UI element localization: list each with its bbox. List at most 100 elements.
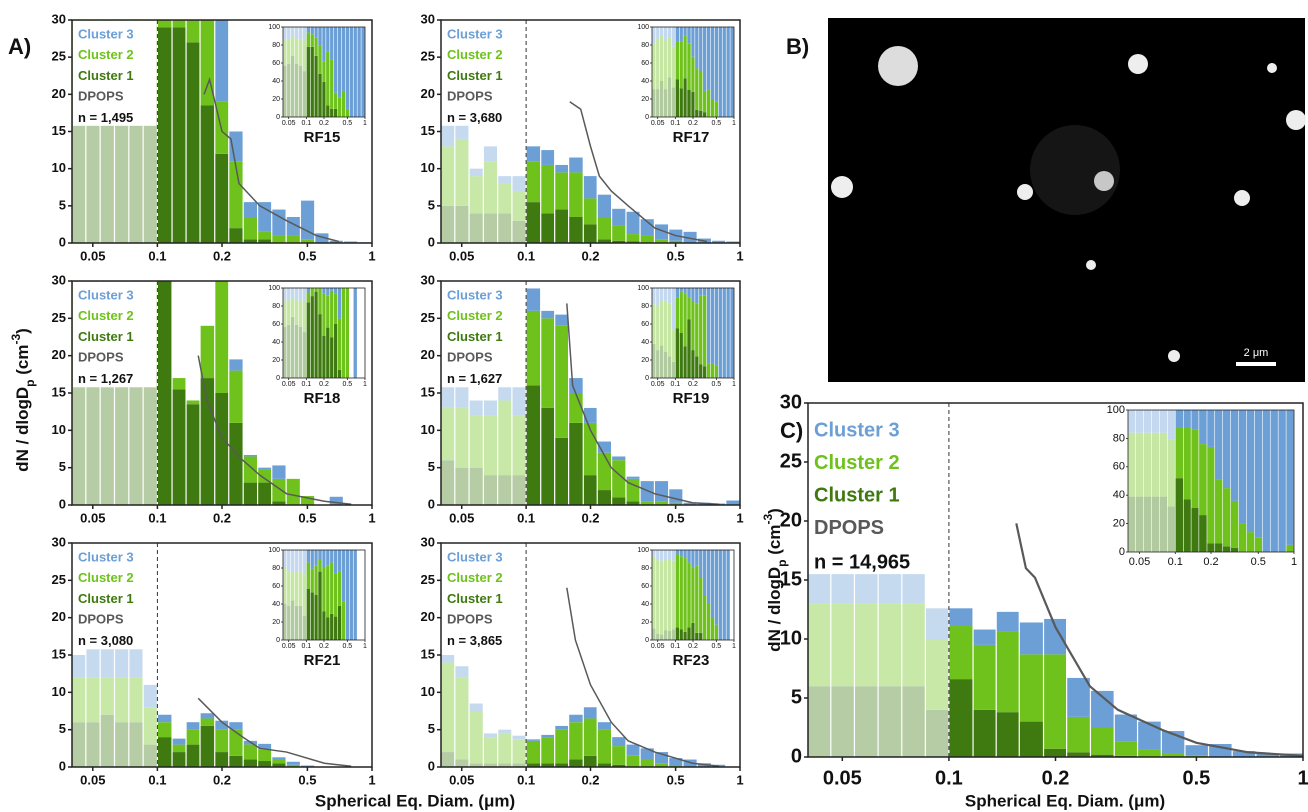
inset-x-tick-label: 1 (732, 643, 736, 650)
bar-segment (187, 722, 200, 729)
bar-segment (997, 712, 1019, 757)
inset-bar-segment (1231, 548, 1238, 552)
inset-y-tick-label: 40 (641, 601, 649, 608)
inset-bar-segment (726, 550, 729, 640)
bar-segment (158, 266, 171, 505)
inset-bar-segment (307, 27, 310, 32)
bar-segment (272, 479, 285, 501)
bar-segment (1044, 654, 1066, 748)
inset-y-tick-label: 100 (637, 285, 649, 292)
bar-segment (612, 737, 625, 746)
inset-bar-segment (680, 288, 683, 292)
inset-y-tick-label: 80 (1113, 432, 1125, 444)
inset-y-tick-label: 20 (641, 357, 649, 364)
inset-bar-segment (1263, 410, 1270, 552)
inset-bar-segment (354, 550, 357, 640)
x-tick-label: 0.1 (517, 772, 535, 787)
bar-segment (627, 212, 640, 234)
inset-bar-segment (711, 288, 714, 364)
inset-bar-segment (326, 288, 329, 295)
y-tick-label: 10 (52, 684, 66, 699)
inset-bar-segment (680, 556, 683, 629)
inset-bar-segment (703, 288, 706, 295)
inset-bar-segment (311, 27, 314, 34)
inset-bar-segment (322, 336, 325, 378)
inset-bar-segment (695, 288, 698, 303)
inset-x-tick-label: 0.5 (342, 381, 352, 388)
chart: Cluster 3Cluster 2Cluster 1DPOPSn = 1,62… (421, 272, 744, 525)
chart: Cluster 3Cluster 2Cluster 1DPOPSn = 1,49… (52, 0, 376, 263)
bar-segment (569, 715, 582, 722)
bar-segment (569, 172, 582, 217)
sample-count: n = 1,267 (78, 371, 133, 386)
inset-bar-segment (342, 27, 345, 91)
bar-segment (569, 423, 582, 505)
bar-segment (555, 165, 568, 172)
inset-x-tick-label: 0.05 (1129, 556, 1150, 568)
inset-y-tick-label: 60 (641, 60, 649, 67)
inset-bar-segment (1207, 447, 1214, 544)
sample-name: RF23 (673, 652, 710, 669)
inset-bar-segment (1176, 410, 1183, 427)
inset-bar-segment (1207, 543, 1214, 552)
bar-segment (173, 0, 186, 27)
inset-bar-segment (687, 550, 690, 563)
bar-segment (541, 735, 554, 737)
bar-segment (201, 105, 215, 243)
bar-segment (258, 232, 271, 239)
bar-segment (527, 288, 540, 310)
bar-segment (258, 468, 271, 470)
bar-segment (258, 483, 271, 505)
y-tick-label: 5 (59, 197, 66, 212)
inset-bar-segment (707, 550, 710, 604)
inset-bar-segment (314, 56, 317, 117)
inset-bar-segment (1191, 410, 1198, 430)
inset-bar-segment (695, 565, 698, 633)
inset-bar-segment (715, 102, 718, 117)
bar-segment (598, 453, 611, 490)
bar-segment (527, 386, 540, 505)
inset-bar-segment (715, 27, 718, 102)
inset-bar-segment (719, 550, 722, 640)
y-tick-label: 20 (52, 347, 66, 362)
inset: 0204060801000.050.10.20.51 (268, 285, 367, 388)
inset-bar-segment (318, 572, 321, 640)
inset-bar-segment (311, 550, 314, 569)
inset-bar-segment (314, 550, 317, 565)
bar-segment (173, 27, 186, 243)
inset-bar-segment (350, 550, 353, 640)
legend-entry: Cluster 2 (814, 452, 900, 474)
legend-entry: DPOPS (78, 612, 124, 627)
inset-bar-segment (322, 82, 325, 117)
bar-segment (201, 713, 215, 718)
inset-bar-segment (730, 27, 733, 117)
inset-bar-segment (307, 550, 310, 563)
inset-bar-segment (676, 298, 679, 329)
bar-segment (569, 722, 582, 759)
inset-bar-segment (730, 288, 733, 378)
bar-segment (584, 718, 597, 755)
scale-bar-label: 2 μm (1244, 347, 1269, 359)
sample-name: RF19 (673, 390, 710, 407)
inset-bar-segment (326, 550, 329, 565)
bar-segment (541, 311, 554, 318)
inset-y-tick-label: 0 (645, 637, 649, 644)
inset-bar-segment (680, 333, 683, 378)
bar-segment (612, 456, 625, 460)
bar-segment (86, 0, 99, 5)
inset-bar-segment (703, 27, 706, 91)
y-tick-label: 10 (421, 684, 435, 699)
bar-segment (584, 408, 597, 423)
inset-bar-segment (330, 291, 333, 338)
inset-bar-segment (1184, 499, 1191, 552)
inset-y-tick-label: 100 (268, 547, 280, 554)
x-tick-label: 0.2 (1042, 767, 1070, 789)
inset-bar-segment (338, 606, 341, 640)
inset-bar-segment (680, 27, 683, 41)
inset-bar-segment (699, 288, 702, 295)
inset-bar-segment (338, 370, 341, 378)
inset-bar-segment (318, 314, 321, 378)
bar-segment (569, 393, 582, 423)
x-tick-label: 1 (368, 510, 375, 525)
inset-y-tick-label: 20 (272, 357, 280, 364)
